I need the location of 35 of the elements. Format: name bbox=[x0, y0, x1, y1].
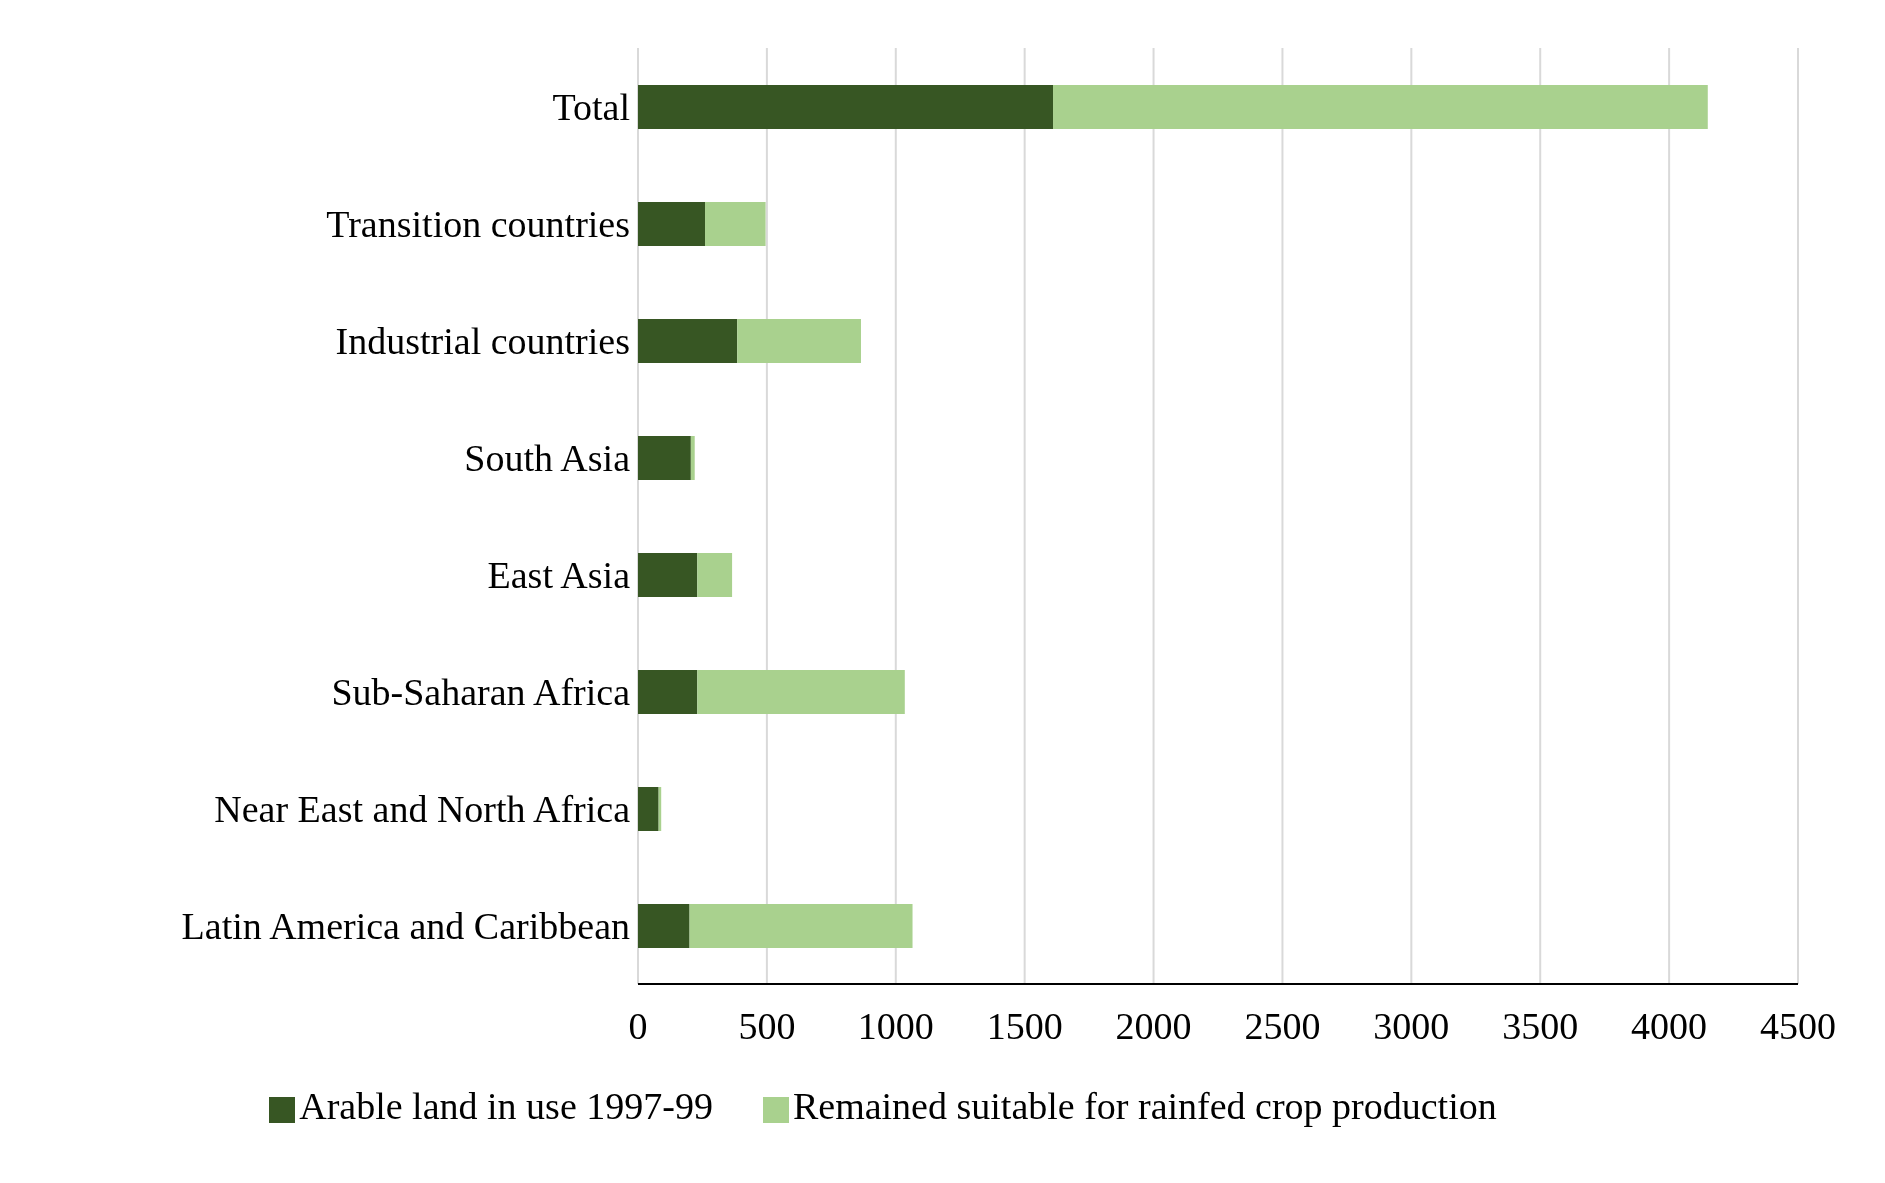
x-tick-label: 3000 bbox=[1373, 1004, 1450, 1047]
y-tick-label: South Asia bbox=[464, 436, 631, 479]
bar bbox=[638, 670, 698, 714]
bar bbox=[697, 670, 905, 714]
y-tick-label: Near East and North Africa bbox=[214, 787, 631, 830]
bar bbox=[638, 202, 706, 246]
x-tick-label: 2000 bbox=[1115, 1004, 1192, 1047]
bar bbox=[638, 787, 659, 831]
x-tick-label: 1500 bbox=[986, 1004, 1063, 1047]
y-tick-label: Sub-Saharan Africa bbox=[331, 670, 631, 713]
x-tick-label: 2500 bbox=[1244, 1004, 1321, 1047]
bar bbox=[638, 319, 738, 363]
y-tick-label: Total bbox=[552, 85, 630, 128]
x-tick-label: 500 bbox=[738, 1004, 796, 1047]
x-tick-label: 1000 bbox=[857, 1004, 934, 1047]
bar bbox=[697, 553, 733, 597]
x-tick-label: 4000 bbox=[1631, 1004, 1708, 1047]
y-tick-label: Industrial countries bbox=[335, 319, 630, 362]
y-tick-label: Latin America and Caribbean bbox=[181, 904, 630, 947]
y-tick-label: Transition countries bbox=[326, 202, 630, 245]
bar bbox=[638, 85, 1054, 129]
bar bbox=[638, 436, 691, 480]
x-tick-label: 0 bbox=[628, 1004, 648, 1047]
x-tick-label: 4500 bbox=[1760, 1004, 1836, 1047]
bar bbox=[1053, 85, 1708, 129]
bar bbox=[689, 904, 913, 948]
bar bbox=[737, 319, 861, 363]
bar bbox=[705, 202, 766, 246]
legend-label: Arable land in use 1997-99 bbox=[299, 1085, 713, 1127]
bar bbox=[638, 553, 698, 597]
legend-label: Remained suitable for rainfed crop production bbox=[792, 1085, 1497, 1127]
y-tick-label: East Asia bbox=[487, 553, 631, 596]
bar bbox=[638, 904, 690, 948]
bar bbox=[690, 436, 695, 480]
x-tick-label: 3500 bbox=[1502, 1004, 1579, 1047]
